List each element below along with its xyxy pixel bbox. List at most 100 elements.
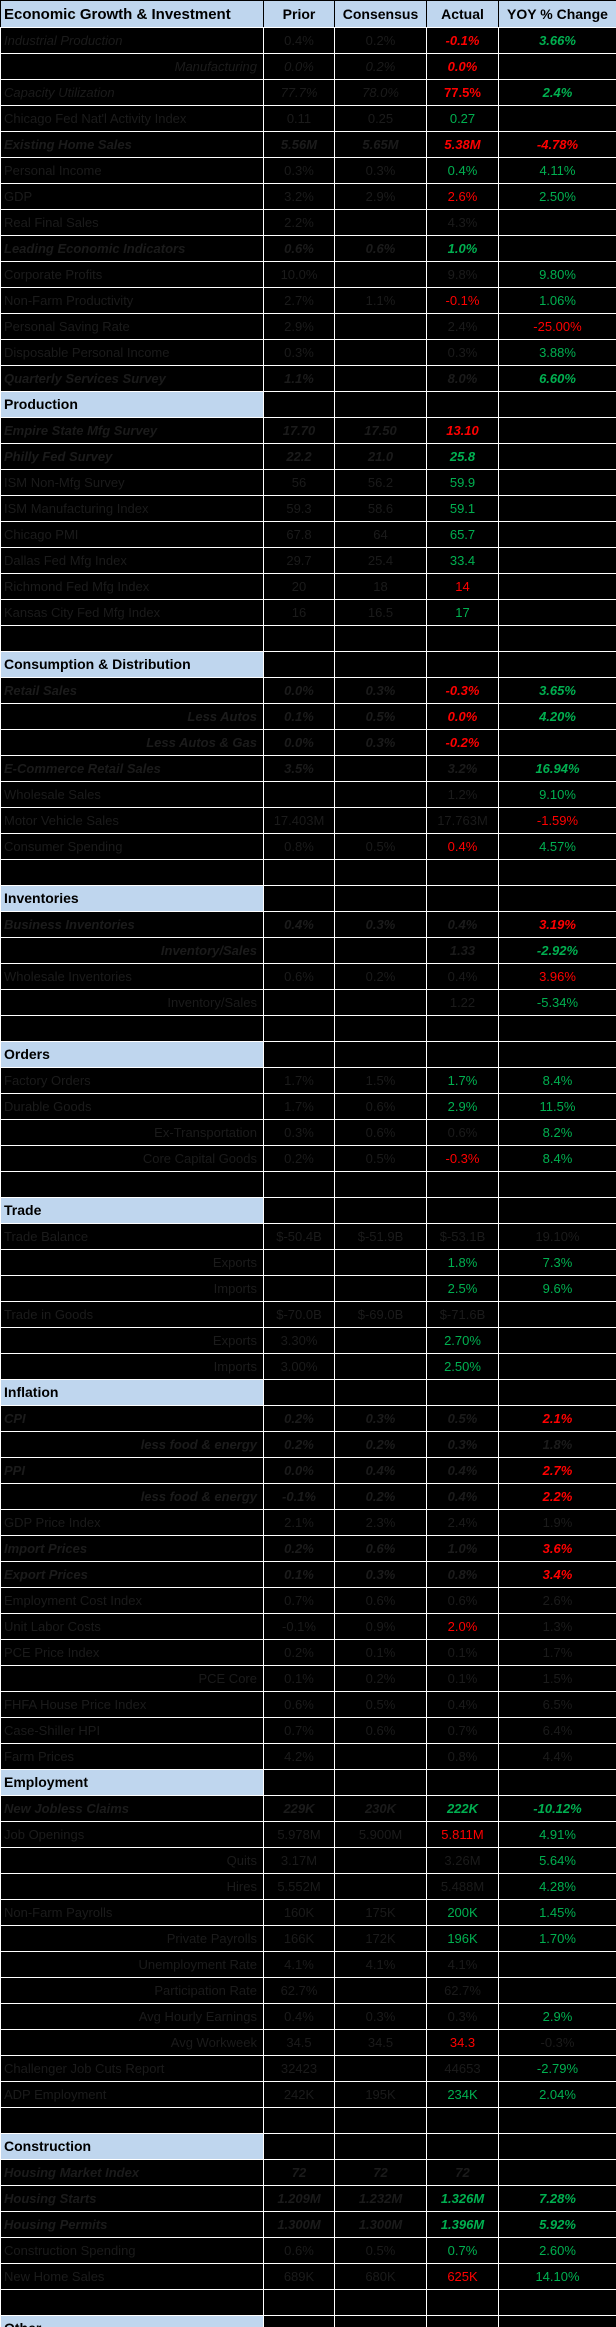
yoy-change-value: 8.4% — [498, 1145, 616, 1172]
consensus-value: 230K — [334, 1795, 427, 1822]
prior-value: $-50.4B — [263, 1223, 335, 1250]
actual-value: 2.5% — [426, 1275, 499, 1302]
table-header: Economic Growth & Investment Prior Conse… — [0, 0, 616, 28]
spacer-row — [0, 1015, 616, 1042]
prior-value: 59.3 — [263, 495, 335, 522]
actual-value: 0.3% — [426, 1431, 499, 1458]
prior-value: -0.1% — [263, 1613, 335, 1640]
metric-label: Kansas City Fed Mfg Index — [0, 599, 264, 626]
table-row: Employment Cost Index 0.7% 0.6% 0.6% 2.6% — [0, 1587, 616, 1614]
metric-label: Retail Sales — [0, 677, 264, 704]
actual-value: 1.0% — [426, 1535, 499, 1562]
consensus-value — [334, 1847, 427, 1874]
table-row: Job Openings 5.978M 5.900M 5.811M 4.91% — [0, 1821, 616, 1848]
prior-value: 1.300M — [263, 2211, 335, 2238]
metric-label: Avg Hourly Earnings — [0, 2003, 264, 2030]
actual-value: 2.6% — [426, 183, 499, 210]
yoy-change-value — [498, 469, 616, 496]
prior-value: 29.7 — [263, 547, 335, 574]
yoy-change-value: 4.57% — [498, 833, 616, 860]
consensus-value: 0.6% — [334, 1717, 427, 1744]
empty-cell — [426, 885, 499, 912]
yoy-change-value: 1.3% — [498, 1613, 616, 1640]
consensus-value: 2.9% — [334, 183, 427, 210]
empty-cell — [334, 2107, 427, 2134]
empty-cell — [334, 1197, 427, 1224]
section-title: Trade — [0, 1197, 264, 1224]
metric-label: Real Final Sales — [0, 209, 264, 236]
table-row: Unit Labor Costs -0.1% 0.9% 2.0% 1.3% — [0, 1613, 616, 1640]
yoy-change-value — [498, 547, 616, 574]
yoy-change-value: 16.94% — [498, 755, 616, 782]
consensus-value: 0.3% — [334, 911, 427, 938]
section-header-row: Production — [0, 391, 616, 418]
yoy-change-value: 5.92% — [498, 2211, 616, 2238]
actual-value: 1.8% — [426, 1249, 499, 1276]
prior-value: 34.5 — [263, 2029, 335, 2056]
prior-value: 3.5% — [263, 755, 335, 782]
consensus-value — [334, 755, 427, 782]
table-row: Avg Workweek 34.5 34.5 34.3 -0.3% — [0, 2029, 616, 2056]
table-row: Manufacturing 0.0% 0.2% 0.0% — [0, 53, 616, 80]
consensus-value: 16.5 — [334, 599, 427, 626]
section-title: Other — [0, 2315, 264, 2327]
consensus-value: 680K — [334, 2263, 427, 2290]
spacer-row — [0, 859, 616, 886]
consensus-value: 0.6% — [334, 1587, 427, 1614]
actual-value: 0.4% — [426, 833, 499, 860]
prior-value: 16 — [263, 599, 335, 626]
consensus-value: 1.1% — [334, 287, 427, 314]
prior-value: 1.1% — [263, 365, 335, 392]
actual-value: 625K — [426, 2263, 499, 2290]
empty-cell — [334, 625, 427, 652]
consensus-value: 0.3% — [334, 157, 427, 184]
actual-value: 2.0% — [426, 1613, 499, 1640]
consensus-value: 2.3% — [334, 1509, 427, 1536]
actual-value: 1.2% — [426, 781, 499, 808]
yoy-change-value: 2.1% — [498, 1405, 616, 1432]
actual-value: 200K — [426, 1899, 499, 1926]
metric-label: Quarterly Services Survey — [0, 365, 264, 392]
table-row: Imports 2.5% 9.6% — [0, 1275, 616, 1302]
consensus-value: 0.5% — [334, 2237, 427, 2264]
consensus-value: 5.900M — [334, 1821, 427, 1848]
empty-cell — [498, 651, 616, 678]
consensus-value: 0.2% — [334, 27, 427, 54]
yoy-change-value: 9.10% — [498, 781, 616, 808]
table-row: Capacity Utilization 77.7% 78.0% 77.5% 2.4% — [0, 79, 616, 106]
yoy-change-value: -2.92% — [498, 937, 616, 964]
metric-label: Capacity Utilization — [0, 79, 264, 106]
empty-cell — [498, 2289, 616, 2316]
prior-value: 0.6% — [263, 2237, 335, 2264]
table-row: New Home Sales 689K 680K 625K 14.10% — [0, 2263, 616, 2290]
empty-cell — [334, 391, 427, 418]
empty-cell — [498, 1769, 616, 1796]
yoy-change-value: 1.45% — [498, 1899, 616, 1926]
prior-value: 2.9% — [263, 313, 335, 340]
actual-value: 0.5% — [426, 1405, 499, 1432]
prior-value: 0.6% — [263, 235, 335, 262]
actual-value: -0.1% — [426, 27, 499, 54]
metric-label: Empire State Mfg Survey — [0, 417, 264, 444]
actual-value: 0.6% — [426, 1119, 499, 1146]
yoy-change-value — [498, 521, 616, 548]
consensus-value: 17.50 — [334, 417, 427, 444]
yoy-change-value: 3.96% — [498, 963, 616, 990]
table-row: Import Prices 0.2% 0.6% 1.0% 3.6% — [0, 1535, 616, 1562]
metric-label: Exports — [0, 1249, 264, 1276]
yoy-change-value: 4.28% — [498, 1873, 616, 1900]
prior-value: 242K — [263, 2081, 335, 2108]
table-row: Avg Hourly Earnings 0.4% 0.3% 0.3% 2.9% — [0, 2003, 616, 2030]
table-row: Richmond Fed Mfg Index 20 18 14 — [0, 573, 616, 600]
yoy-change-value: -2.79% — [498, 2055, 616, 2082]
consensus-value — [334, 781, 427, 808]
yoy-change-value: 6.5% — [498, 1691, 616, 1718]
actual-value: 5.811M — [426, 1821, 499, 1848]
actual-value: -0.2% — [426, 729, 499, 756]
yoy-change-value: 3.88% — [498, 339, 616, 366]
metric-label: New Jobless Claims — [0, 1795, 264, 1822]
empty-cell — [498, 1015, 616, 1042]
spacer-row — [0, 625, 616, 652]
actual-value: 2.4% — [426, 313, 499, 340]
metric-label: Core Capital Goods — [0, 1145, 264, 1172]
